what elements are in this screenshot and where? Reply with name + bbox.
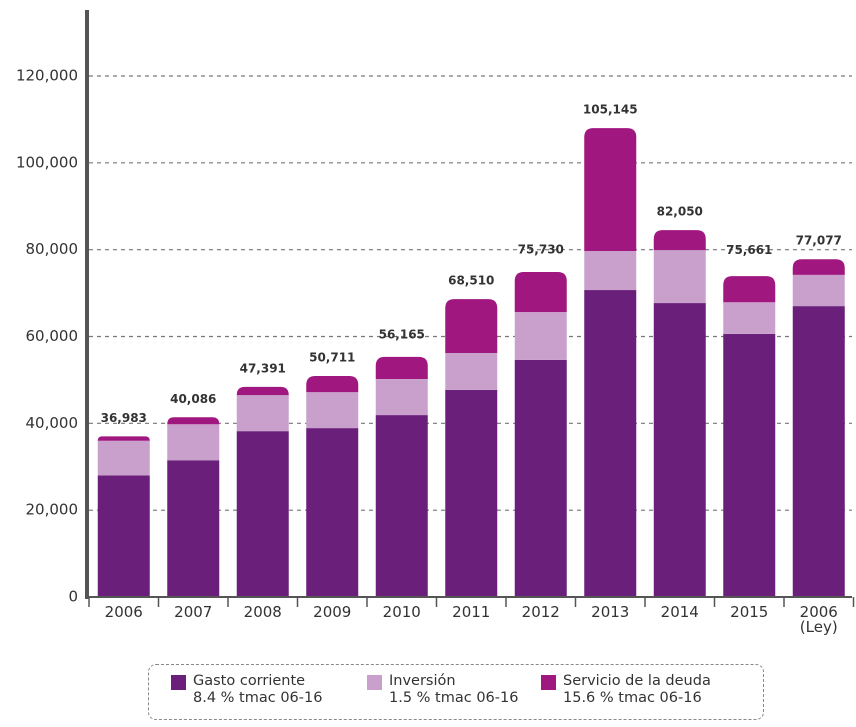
bar-segment [792, 274, 845, 307]
y-tick-label: 120,000 [16, 67, 78, 85]
bar-segment [653, 250, 706, 304]
x-tick-label: 2006 [104, 603, 143, 621]
bar-segment [445, 352, 498, 390]
y-tick-label: 60,000 [26, 327, 79, 345]
legend-item: Gasto corriente 8.4 % tmac 06-16 [171, 673, 323, 707]
total-label: 50,711 [309, 351, 355, 365]
bar-segment [97, 440, 150, 476]
bar-segment [306, 392, 359, 429]
bar-segment [445, 389, 498, 597]
x-tick-label: 2011 [452, 603, 491, 621]
legend-note: 1.5 % tmac 06-16 [389, 690, 519, 706]
y-tick-label: 0 [68, 588, 78, 606]
bar-segment [97, 436, 150, 441]
x-tick-label: 2014 [660, 603, 699, 621]
x-tick-label: 2008 [243, 603, 282, 621]
bar-segment [236, 395, 289, 432]
total-label: 75,661 [726, 243, 772, 257]
bar-segment [167, 424, 220, 461]
x-tick-label: 2015 [730, 603, 769, 621]
legend-label: Gasto corriente [193, 673, 306, 689]
bar-segment [375, 415, 428, 597]
x-tick-label: 2010 [382, 603, 421, 621]
bar-segment [306, 376, 359, 393]
bar-segment [236, 431, 289, 597]
legend: Gasto corriente 8.4 % tmac 06-16 Inversión… [148, 664, 764, 720]
legend-item: Servicio de la deuda 15.6 % tmac 06-16 [541, 673, 711, 707]
total-label: 105,145 [583, 103, 638, 117]
bar-segment [723, 333, 776, 597]
bar-segment [584, 128, 637, 251]
x-tick-label: 2013 [591, 603, 630, 621]
total-label: 77,077 [796, 234, 842, 248]
legend-label: Inversión [389, 673, 456, 689]
chart: 0 20,000 40,000 60,000 80,000 100,000 120,000 3… [16, 10, 855, 607]
legend-label: Servicio de la deuda [563, 673, 711, 689]
bar-segment [375, 379, 428, 416]
bar-segment [653, 230, 706, 251]
bar-segment [306, 428, 359, 597]
total-label: 47,391 [240, 361, 286, 375]
legend-note: 15.6 % tmac 06-16 [563, 690, 702, 706]
total-label: 40,086 [170, 392, 216, 406]
total-label: 36,983 [101, 411, 147, 425]
y-tick-label: 40,000 [26, 414, 79, 432]
bar-segment [167, 460, 220, 597]
total-label: 82,050 [657, 205, 703, 219]
bar-segment [97, 475, 150, 597]
bar-segment [792, 306, 845, 597]
bar-segment [167, 417, 220, 425]
x-tick-label: 2012 [521, 603, 560, 621]
bar-segment [792, 259, 845, 275]
bar-segment [375, 356, 428, 380]
bar-segment [445, 299, 498, 353]
bar-segment [514, 359, 567, 597]
total-label: 56,165 [379, 328, 425, 342]
bar-segment [236, 386, 289, 396]
bar-segment [514, 312, 567, 360]
y-tick-label: 100,000 [16, 153, 78, 171]
legend-item: Inversión 1.5 % tmac 06-16 [367, 673, 519, 707]
bar-segment [723, 276, 776, 303]
legend-note: 8.4 % tmac 06-16 [193, 690, 323, 706]
y-tick-label: 80,000 [26, 240, 79, 258]
legend-swatch [171, 675, 186, 690]
bar-segment [584, 290, 637, 597]
x-tick-label: 2009 [313, 603, 352, 621]
x-tick-label: 2006 (Ley) [799, 603, 838, 636]
legend-swatch [541, 675, 556, 690]
x-tick-label: 2007 [174, 603, 213, 621]
total-label: 68,510 [448, 274, 494, 288]
legend-swatch [367, 675, 382, 690]
bar-segment [514, 272, 567, 313]
total-label: 75,730 [518, 243, 564, 257]
bar-segment [723, 302, 776, 334]
bar-segment [584, 250, 637, 291]
bar-segment [653, 303, 706, 597]
y-tick-label: 20,000 [26, 501, 79, 519]
